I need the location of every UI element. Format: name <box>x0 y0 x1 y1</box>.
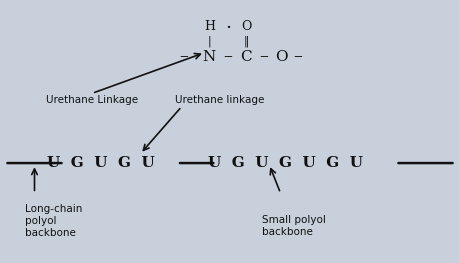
Text: |: | <box>207 36 211 47</box>
Text: –: – <box>179 48 188 65</box>
Text: Urethane Linkage: Urethane Linkage <box>46 95 138 105</box>
Text: C: C <box>240 49 252 64</box>
Text: N: N <box>202 49 215 64</box>
Text: Long-chain
polyol
backbone: Long-chain polyol backbone <box>25 204 83 237</box>
Text: Small polyol
backbone: Small polyol backbone <box>262 215 325 237</box>
Text: ‖: ‖ <box>243 36 248 47</box>
Text: –: – <box>293 48 302 65</box>
Text: U  G  U  G  U: U G U G U <box>47 156 155 170</box>
Text: U  G  U  G  U  G  U: U G U G U G U <box>207 156 362 170</box>
Text: –: – <box>223 48 232 65</box>
Text: H: H <box>203 20 214 33</box>
Text: ·: · <box>224 19 231 37</box>
Text: Urethane linkage: Urethane linkage <box>174 95 263 105</box>
Text: –: – <box>259 48 268 65</box>
Text: O: O <box>274 49 287 64</box>
Text: O: O <box>241 20 251 33</box>
